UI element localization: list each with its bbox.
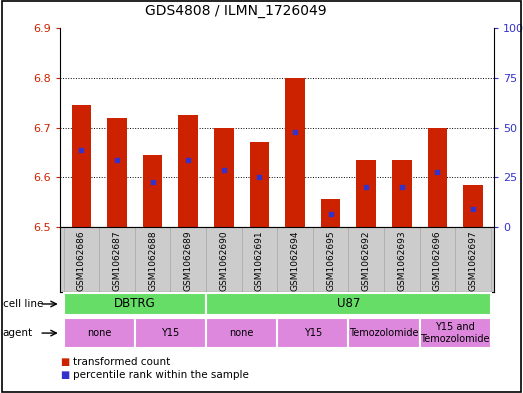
- Text: ■: ■: [60, 370, 70, 380]
- Text: cell line: cell line: [3, 299, 43, 309]
- Bar: [419, 318, 491, 349]
- Text: none: none: [87, 328, 111, 338]
- Bar: [277, 227, 313, 292]
- Bar: [277, 318, 348, 349]
- Text: GSM1062691: GSM1062691: [255, 230, 264, 291]
- Bar: [178, 115, 198, 227]
- Text: GDS4808 / ILMN_1726049: GDS4808 / ILMN_1726049: [144, 4, 326, 18]
- Text: Y15 and
Temozolomide: Y15 and Temozolomide: [420, 322, 490, 344]
- Bar: [72, 105, 92, 227]
- Text: none: none: [230, 328, 254, 338]
- Bar: [170, 227, 206, 292]
- Text: GSM1062689: GSM1062689: [184, 230, 193, 291]
- Bar: [206, 227, 242, 292]
- Bar: [249, 142, 269, 227]
- Text: GSM1062692: GSM1062692: [361, 230, 371, 290]
- Bar: [64, 293, 206, 315]
- Text: Y15: Y15: [161, 328, 179, 338]
- Bar: [356, 160, 376, 227]
- Text: DBTRG: DBTRG: [114, 298, 156, 310]
- Bar: [64, 318, 135, 349]
- Bar: [107, 118, 127, 227]
- Text: GSM1062696: GSM1062696: [433, 230, 442, 291]
- Text: U87: U87: [337, 298, 360, 310]
- Text: ■: ■: [60, 356, 70, 367]
- Bar: [99, 227, 135, 292]
- Bar: [455, 227, 491, 292]
- Text: GSM1062694: GSM1062694: [290, 230, 300, 290]
- Bar: [143, 155, 163, 227]
- Bar: [135, 318, 206, 349]
- Text: GSM1062690: GSM1062690: [219, 230, 229, 291]
- Bar: [64, 227, 99, 292]
- Bar: [348, 227, 384, 292]
- Text: GSM1062697: GSM1062697: [469, 230, 477, 291]
- Bar: [242, 227, 277, 292]
- Text: agent: agent: [3, 328, 33, 338]
- Bar: [384, 227, 419, 292]
- Bar: [348, 318, 419, 349]
- Text: GSM1062693: GSM1062693: [397, 230, 406, 291]
- Bar: [206, 318, 277, 349]
- Bar: [427, 127, 447, 227]
- Bar: [214, 127, 234, 227]
- Text: Temozolomide: Temozolomide: [349, 328, 419, 338]
- Text: transformed count: transformed count: [73, 356, 170, 367]
- Text: percentile rank within the sample: percentile rank within the sample: [73, 370, 249, 380]
- Bar: [419, 227, 455, 292]
- Text: GSM1062687: GSM1062687: [112, 230, 121, 291]
- Text: GSM1062695: GSM1062695: [326, 230, 335, 291]
- Bar: [313, 227, 348, 292]
- Bar: [135, 227, 170, 292]
- Bar: [463, 185, 483, 227]
- Text: GSM1062688: GSM1062688: [148, 230, 157, 291]
- Bar: [285, 78, 305, 227]
- Bar: [321, 200, 340, 227]
- Bar: [206, 293, 491, 315]
- Bar: [392, 160, 412, 227]
- Text: GSM1062686: GSM1062686: [77, 230, 86, 291]
- Text: Y15: Y15: [304, 328, 322, 338]
